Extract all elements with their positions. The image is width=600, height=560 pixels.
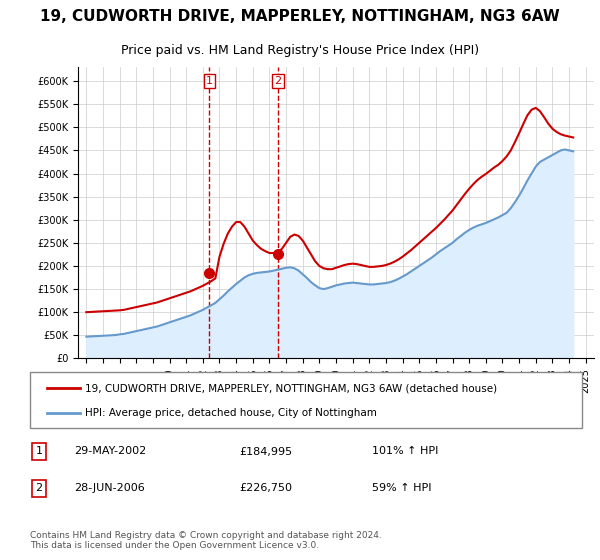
Text: HPI: Average price, detached house, City of Nottingham: HPI: Average price, detached house, City… bbox=[85, 408, 377, 418]
FancyBboxPatch shape bbox=[30, 372, 582, 428]
Text: 28-JUN-2006: 28-JUN-2006 bbox=[74, 483, 145, 493]
Text: 1: 1 bbox=[206, 76, 213, 86]
Text: £184,995: £184,995 bbox=[240, 446, 293, 456]
Text: £226,750: £226,750 bbox=[240, 483, 293, 493]
Text: 2: 2 bbox=[274, 76, 281, 86]
Text: 19, CUDWORTH DRIVE, MAPPERLEY, NOTTINGHAM, NG3 6AW: 19, CUDWORTH DRIVE, MAPPERLEY, NOTTINGHA… bbox=[40, 10, 560, 24]
Text: 19, CUDWORTH DRIVE, MAPPERLEY, NOTTINGHAM, NG3 6AW (detached house): 19, CUDWORTH DRIVE, MAPPERLEY, NOTTINGHA… bbox=[85, 383, 497, 393]
Text: 29-MAY-2002: 29-MAY-2002 bbox=[74, 446, 146, 456]
Text: 1: 1 bbox=[35, 446, 43, 456]
Text: Contains HM Land Registry data © Crown copyright and database right 2024.
This d: Contains HM Land Registry data © Crown c… bbox=[30, 531, 382, 550]
Text: 59% ↑ HPI: 59% ↑ HPI bbox=[372, 483, 432, 493]
Text: Price paid vs. HM Land Registry's House Price Index (HPI): Price paid vs. HM Land Registry's House … bbox=[121, 44, 479, 57]
Text: 101% ↑ HPI: 101% ↑ HPI bbox=[372, 446, 439, 456]
Text: 2: 2 bbox=[35, 483, 43, 493]
